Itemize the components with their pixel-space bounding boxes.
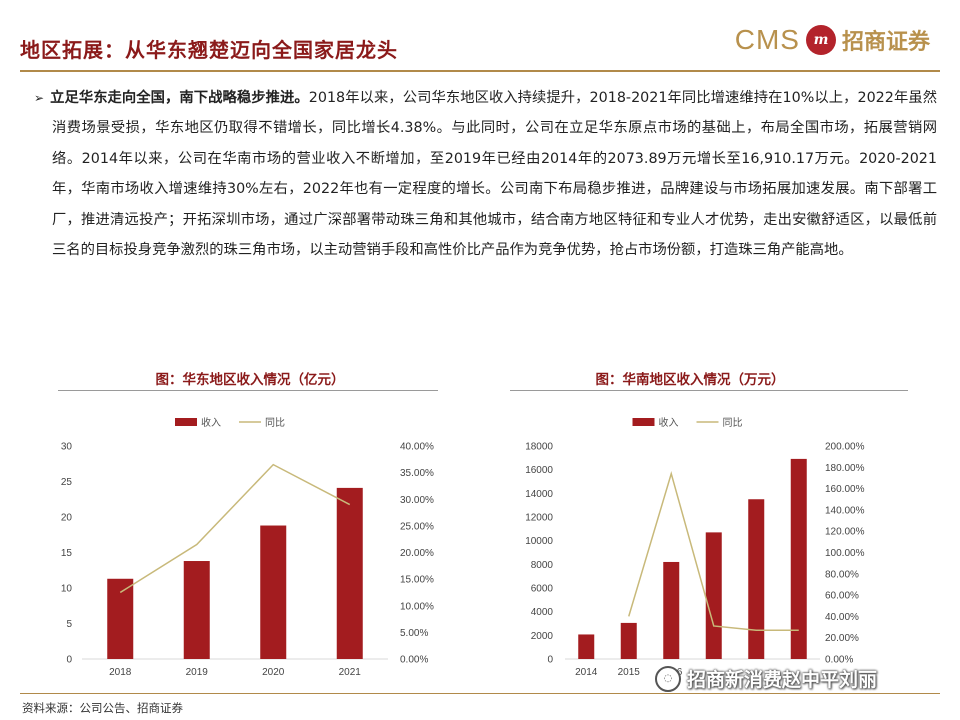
y-tick-label: 0 [547,655,553,666]
right-chart: 收入 同比 0 2000 4000 6000 8000 10000 12000 14000 1600… [505,402,915,684]
paragraph-text: 2018年以来，公司华东地区收入持续提升，2018-2021年同比增速维持在10… [52,90,937,259]
y2-tick-label: 25.00% [400,521,434,532]
legend-label-revenue: 收入 [201,416,221,429]
x-tick-label: 2015 [618,667,641,678]
page-title: 地区拓展：从华东翘楚迈向全国家居龙头 [20,38,398,62]
y2-tick-label: 200.00% [825,442,865,453]
y2-tick-label: 40.00% [825,612,859,623]
left-chart-title-rule [58,390,438,391]
logo-seal-icon: m [805,25,836,55]
y-tick-label: 20 [61,513,73,524]
yoy-line [119,463,351,594]
legend-swatch-bar [175,418,197,426]
legend-swatch-bar [632,418,655,426]
y2-tick-label: 180.00% [825,463,865,474]
y-tick-label: 0 [66,655,72,666]
y-tick-label: 4000 [531,607,554,618]
right-chart-title: 图：华南地区收入情况（万元） [595,372,785,388]
y2-tick-label: 20.00% [825,633,859,644]
y2-tick-label: 100.00% [825,548,865,559]
left-chart: 收入 同比 0 5 10 15 20 25 30 0.00% 5.00% 10.00% 15.00% 20… [48,402,448,684]
y2-tick-label: 40.00% [400,442,434,453]
wechat-watermark: ◌ 招商新消费赵中平刘丽 [655,665,877,692]
legend-label-yoy: 同比 [265,417,285,429]
bar-2014 [578,634,595,659]
logo-latin: CMS [734,24,800,55]
y2-tick-label: 30.00% [400,495,434,506]
y2-tick-label: 80.00% [825,569,859,580]
body-paragraph: ➢ 立足华东走向全国，南下战略稳步推进。2018年以来，公司华东地区收入持续提升，… [32,83,937,265]
y2-tick-label: 160.00% [825,484,865,495]
paragraph-lead: 立足华东走向全国，南下战略稳步推进。 [50,90,309,106]
bar-2015 [620,622,637,659]
wechat-icon: ◌ [655,665,681,692]
y-tick-label: 5 [66,619,72,630]
y-tick-label: 30 [61,442,73,453]
y-tick-label: 6000 [531,584,554,595]
y2-tick-label: 60.00% [825,591,859,602]
y2-tick-label: 0.00% [825,655,853,666]
logo-chinese: 招商证券 [841,29,930,55]
east-china-revenue-chart: 收入 同比 0 5 10 15 20 25 30 0.00% 5.00% 10.00% 15.00% 20… [61,416,434,678]
y-tick-label: 14000 [525,489,553,500]
bar-2020 [260,525,287,659]
legend-label-revenue: 收入 [659,416,679,429]
x-tick-label: 2020 [262,667,285,678]
y-tick-label: 25 [61,477,73,488]
y2-tick-label: 15.00% [400,575,434,586]
x-tick-label: 2018 [109,667,132,678]
header-rule [20,70,940,72]
bullet-paragraph: ➢ 立足华东走向全国，南下战略稳步推进。2018年以来，公司华东地区收入持续提升，… [32,83,937,265]
left-chart-title: 图：华东地区收入情况（亿元） [155,372,345,388]
x-tick-label: 2019 [186,667,209,678]
right-chart-title-rule [510,390,908,391]
y-tick-label: 18000 [525,442,553,453]
y-tick-label: 2000 [531,631,554,642]
x-tick-label: 2021 [339,667,362,678]
footer-rule [20,693,940,694]
bar-2018 [748,499,765,659]
legend-label-yoy: 同比 [723,417,743,429]
x-tick-label: 2014 [575,667,598,678]
bar-2018 [107,578,134,659]
south-china-revenue-chart: 收入 同比 0 2000 4000 6000 8000 10000 12000 14000 1600… [525,416,865,678]
bar-2016 [663,561,680,659]
bar-2021 [336,487,363,659]
y2-tick-label: 20.00% [400,548,434,559]
y-tick-label: 10000 [525,536,553,547]
y2-tick-label: 10.00% [400,601,434,612]
bar-2019 [790,458,807,659]
arrow-bullet-icon: ➢ [34,91,45,105]
y2-tick-label: 140.00% [825,505,865,516]
y-tick-label: 16000 [525,465,553,476]
watermark-text: 招商新消费赵中平刘丽 [687,669,878,691]
source-note: 资料来源：公司公告、招商证券 [22,701,183,715]
y2-tick-label: 0.00% [400,655,428,666]
bar-2017 [705,532,722,659]
y-tick-label: 10 [61,584,73,595]
y2-tick-label: 35.00% [400,468,434,479]
y-tick-label: 8000 [531,560,554,571]
y-tick-label: 12000 [525,513,553,524]
y-tick-label: 15 [61,548,73,559]
y2-tick-label: 120.00% [825,527,865,538]
bar-2019 [183,561,210,659]
cms-logo: CMS m 招商证券 [735,24,930,56]
y2-tick-label: 5.00% [400,628,428,639]
